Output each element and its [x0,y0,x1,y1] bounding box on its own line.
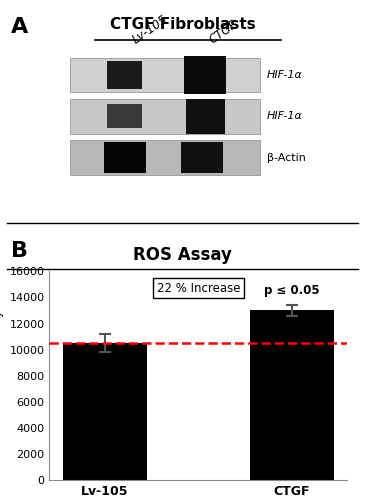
FancyBboxPatch shape [70,140,260,175]
Text: CTGF Fibroblasts: CTGF Fibroblasts [110,16,256,32]
FancyBboxPatch shape [70,99,260,134]
FancyBboxPatch shape [107,61,142,89]
FancyBboxPatch shape [186,99,224,134]
FancyBboxPatch shape [70,58,260,92]
FancyBboxPatch shape [181,142,223,173]
FancyBboxPatch shape [104,142,146,173]
Text: B: B [11,241,28,261]
Text: A: A [11,16,28,36]
Text: Lv-105: Lv-105 [130,13,170,47]
Text: CTGF: CTGF [207,18,240,47]
Text: HIF-1α: HIF-1α [266,112,303,122]
Text: ROS Assay: ROS Assay [133,246,232,264]
Text: β-Actin: β-Actin [266,152,306,162]
Text: HIF-1α: HIF-1α [266,70,303,80]
FancyBboxPatch shape [107,104,142,128]
FancyBboxPatch shape [184,56,226,94]
